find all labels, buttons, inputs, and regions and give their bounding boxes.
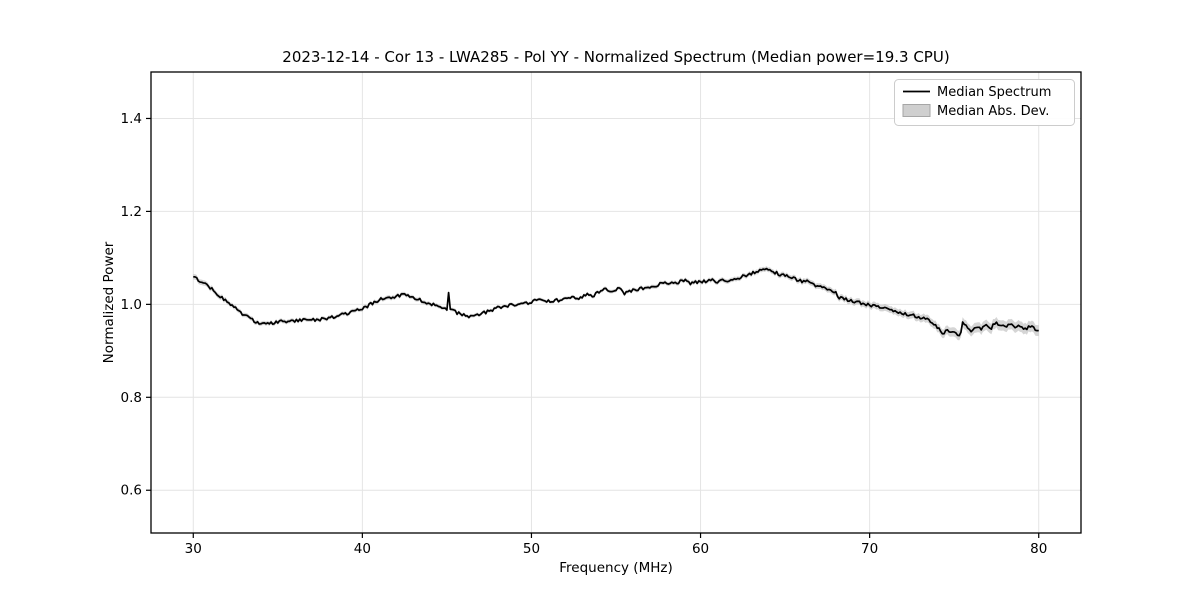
legend-label-median-spectrum: Median Spectrum xyxy=(937,85,1051,100)
x-tick-label: 40 xyxy=(354,541,371,557)
median-spectrum-line xyxy=(193,267,1039,337)
y-tick-label: 1.4 xyxy=(121,111,142,127)
x-tick-label: 70 xyxy=(861,541,878,557)
median-abs-dev-band xyxy=(193,266,1039,341)
legend-box xyxy=(894,79,1075,126)
x-tick-label: 30 xyxy=(185,541,202,557)
y-tick-label: 0.6 xyxy=(121,483,142,499)
plot-border xyxy=(150,71,1082,534)
gridlines xyxy=(151,72,1081,533)
y-tick-label: 1.2 xyxy=(121,204,142,220)
x-axis-label: Frequency (MHz) xyxy=(559,560,672,576)
y-tick-label: 1.0 xyxy=(121,297,142,313)
y-tick-label: 0.8 xyxy=(121,390,142,406)
legend-label-median-abs-dev: Median Abs. Dev. xyxy=(937,104,1049,119)
x-tick-label: 60 xyxy=(692,541,709,557)
legend-patch-sample-icon xyxy=(902,104,931,117)
x-tick-label: 80 xyxy=(1030,541,1047,557)
y-axis-label: Normalized Power xyxy=(101,241,117,363)
legend: Median Spectrum Median Abs. Dev. xyxy=(894,79,1075,126)
chart-title: 2023-12-14 - Cor 13 - LWA285 - Pol YY - … xyxy=(282,48,949,66)
x-tick-label: 50 xyxy=(523,541,540,557)
axis-ticks: 30 40 50 60 70 80 0.6 0.8 1.0 1.2 1.4 xyxy=(121,111,1048,557)
